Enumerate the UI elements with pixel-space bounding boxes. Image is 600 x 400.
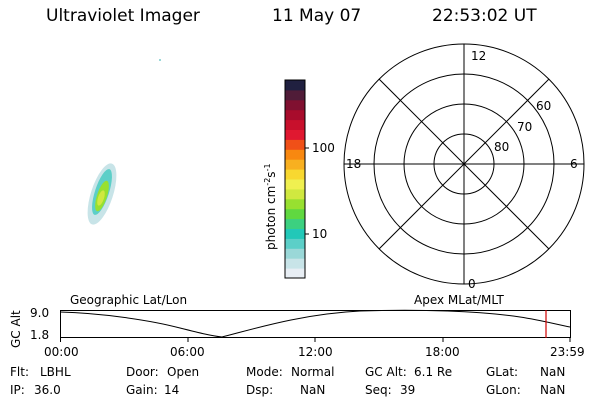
mlt-label-0: 0: [468, 277, 476, 291]
polar-plot: 12 0 18 6 60 70 80: [343, 43, 585, 291]
dsp-value: NaN: [300, 383, 326, 397]
gain-value: 14: [164, 383, 180, 397]
colorbar-cell: [285, 218, 305, 229]
filter-label: Flt:: [10, 365, 29, 379]
auroral-image: [87, 59, 161, 225]
instrument-title: Ultraviolet Imager: [46, 6, 200, 26]
colorbar-cell: [285, 99, 305, 111]
colorbar: 100 10: [284, 79, 335, 279]
colorbar-label: photon cm-2s-1: [263, 163, 278, 250]
colorbar-cell: [285, 80, 305, 91]
filter-value: LBHL: [40, 365, 71, 379]
ip-label: IP:: [10, 383, 25, 397]
colorbar-cell: [285, 198, 305, 210]
colorbar-cell: [285, 248, 305, 259]
orbit-timeline: [59, 309, 571, 342]
colorbar-frame: [284, 79, 306, 279]
timeline-frame: [60, 310, 571, 338]
glat-label: GLat:: [486, 365, 519, 379]
x-tick-label-1800: 18:00: [425, 345, 460, 359]
date-label: 11 May 07: [272, 6, 362, 26]
gc-alt-value: 6.1 Re: [414, 365, 453, 379]
timeline-left-title: Geographic Lat/Lon: [70, 293, 188, 307]
dsp-label: Dsp:: [246, 383, 274, 397]
mlat-label-60: 60: [536, 99, 551, 113]
glat-value: NaN: [540, 365, 566, 379]
x-tick-label-0600: 06:00: [170, 345, 205, 359]
colorbar-cell: [285, 179, 305, 190]
timeline-y-bottom: 1.8: [30, 328, 50, 342]
colorbar-cell: [285, 159, 305, 170]
mlt-label-12: 12: [471, 49, 486, 63]
colorbar-cell: [285, 139, 305, 150]
ip-value: 36.0: [34, 383, 61, 397]
colorbar-cell: [285, 149, 305, 160]
x-tick-label-0000: 00:00: [44, 345, 79, 359]
seq-label: Seq:: [365, 383, 392, 397]
colorbar-cell: [285, 109, 305, 121]
glon-value: NaN: [540, 383, 566, 397]
mlat-label-80: 80: [494, 140, 509, 154]
x-tick-label-1200: 12:00: [298, 345, 333, 359]
mlt-label-18: 18: [346, 157, 361, 171]
colorbar-cell: [285, 129, 305, 140]
colorbar-cell: [285, 89, 305, 101]
altitude-curve: [59, 309, 571, 338]
colorbar-cell: [285, 228, 305, 239]
colorbar-cell: [285, 208, 305, 220]
mode-label: Mode:: [246, 365, 283, 379]
time-label: 22:53:02 UT: [432, 6, 537, 26]
polar-diagonal-2: [378, 78, 550, 250]
colorbar-cell: [285, 119, 305, 130]
timeline-y-axis-label: GC Alt: [9, 310, 23, 348]
colorbar-cell: [285, 188, 305, 200]
colorbar-tick-label-10: 10: [312, 227, 327, 241]
colorbar-cell: [285, 238, 305, 249]
door-value: Open: [167, 365, 200, 379]
mode-value: Normal: [291, 365, 335, 379]
mlat-label-70: 70: [517, 120, 532, 134]
gc-alt-label: GC Alt:: [365, 365, 407, 379]
glon-label: GLon:: [486, 383, 521, 397]
timeline-right-title: Apex MLat/MLT: [414, 293, 504, 307]
colorbar-cell: [285, 268, 305, 279]
colorbar-tick-label-100: 100: [312, 141, 335, 155]
image-speck: [159, 59, 161, 61]
x-tick-label-2359: 23:59: [550, 345, 585, 359]
colorbar-cell: [285, 258, 305, 269]
timeline-y-top: 9.0: [30, 306, 50, 320]
colorbar-cell: [285, 169, 305, 180]
door-label: Door:: [126, 365, 159, 379]
mlt-label-6: 6: [570, 157, 578, 171]
gain-label: Gain:: [126, 383, 158, 397]
seq-value: 39: [400, 383, 416, 397]
emission-peak: [97, 190, 105, 206]
